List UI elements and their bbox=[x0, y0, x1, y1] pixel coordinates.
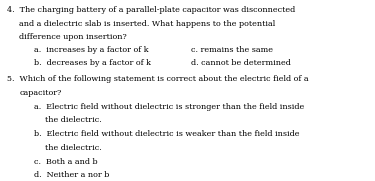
Text: capacitor?: capacitor? bbox=[19, 89, 62, 97]
Text: and a dielectric slab is inserted. What happens to the potential: and a dielectric slab is inserted. What … bbox=[19, 20, 275, 28]
Text: a.  Electric field without dielectric is stronger than the field inside: a. Electric field without dielectric is … bbox=[34, 103, 304, 111]
Text: b.  Electric field without dielectric is weaker than the field inside: b. Electric field without dielectric is … bbox=[34, 130, 299, 138]
Text: d. cannot be determined: d. cannot be determined bbox=[191, 59, 291, 68]
Text: the dielectric.: the dielectric. bbox=[45, 144, 102, 152]
Text: a.  increases by a factor of k: a. increases by a factor of k bbox=[34, 46, 148, 54]
Text: 5.  Which of the following statement is correct about the electric field of a: 5. Which of the following statement is c… bbox=[8, 75, 309, 83]
Text: difference upon insertion?: difference upon insertion? bbox=[19, 33, 127, 41]
Text: the dielectric.: the dielectric. bbox=[45, 116, 102, 124]
Text: c.  Both a and b: c. Both a and b bbox=[34, 158, 98, 166]
Text: c. remains the same: c. remains the same bbox=[191, 46, 273, 54]
Text: 4.  The charging battery of a parallel-plate capacitor was disconnected: 4. The charging battery of a parallel-pl… bbox=[8, 6, 296, 14]
Text: b.  decreases by a factor of k: b. decreases by a factor of k bbox=[34, 59, 151, 68]
Text: d.  Neither a nor b: d. Neither a nor b bbox=[34, 171, 109, 179]
